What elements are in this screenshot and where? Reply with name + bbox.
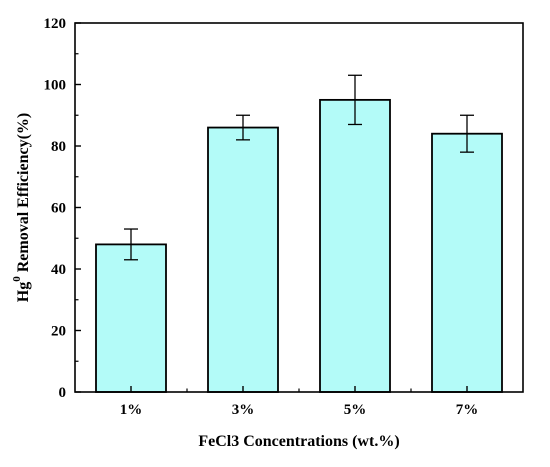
y-tick-label-120: 120	[44, 16, 67, 32]
x-tick-label-1: 1%	[120, 402, 143, 418]
error-bar-3	[348, 74, 362, 126]
error-bar-2	[236, 114, 250, 141]
bar-2	[207, 126, 279, 393]
y-tick-label-20: 20	[51, 324, 66, 340]
y-axis-title: Hg0 Removal Efficiency(%)	[11, 113, 32, 302]
bar-3	[319, 98, 391, 393]
y-axis: 0 20 40 60 80 100 120	[44, 16, 81, 401]
x-tick-label-4: 7%	[456, 402, 479, 418]
y-axis-title-suffix: Removal Efficiency(%)	[15, 113, 32, 277]
y-tick-label-100: 100	[44, 78, 67, 94]
y-tick-label-40: 40	[51, 262, 66, 278]
y-axis-title-prefix: Hg	[15, 282, 32, 302]
y-axis-title-superscript: 0	[11, 276, 23, 282]
x-tick-label-2: 3%	[232, 402, 255, 418]
x-axis: 1% 3% 5% 7%	[120, 386, 479, 418]
bar-1	[95, 243, 167, 393]
y-tick-label-60: 60	[51, 201, 66, 217]
error-bar-1	[124, 228, 138, 261]
y-tick-label-80: 80	[51, 139, 66, 155]
y-tick-label-0: 0	[59, 385, 67, 401]
x-tick-label-3: 5%	[344, 402, 367, 418]
bar-4	[431, 132, 503, 393]
plot-area	[95, 74, 503, 393]
x-axis-title: FeCl3 Concentrations (wt.%)	[198, 433, 399, 450]
error-bar-4	[460, 114, 474, 153]
